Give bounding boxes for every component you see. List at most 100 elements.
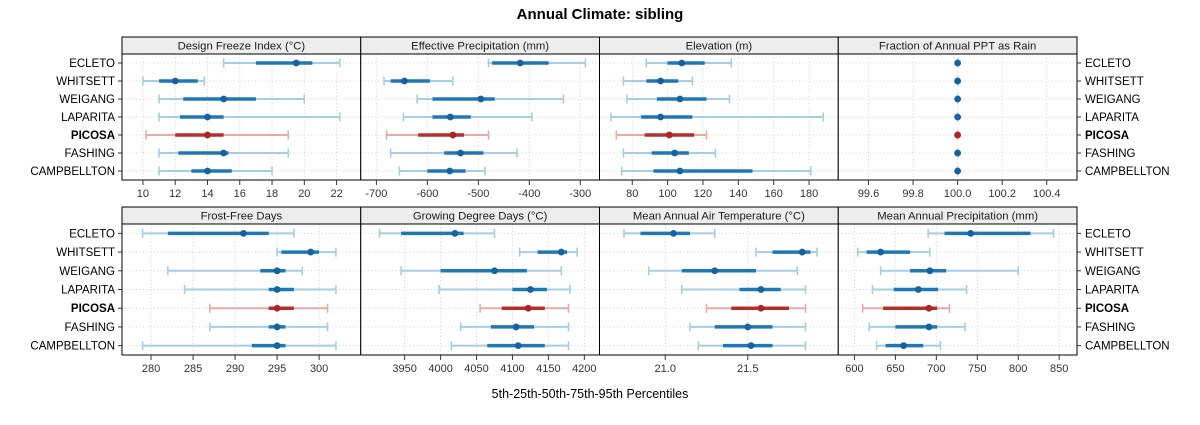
x-tick-label: -500 bbox=[467, 188, 489, 200]
median-dot-picosa bbox=[204, 131, 211, 139]
median-dot-weigang bbox=[491, 267, 498, 275]
site-label-right-ecleto: ECLETO bbox=[1085, 58, 1131, 70]
x-tick-label: 4000 bbox=[428, 363, 452, 375]
x-tick-label: 290 bbox=[226, 363, 244, 375]
median-dot-weigang bbox=[954, 95, 962, 103]
site-label-left-picosa: PICOSA bbox=[71, 130, 115, 142]
x-tick-label: 12 bbox=[169, 188, 181, 200]
median-dot-fashing bbox=[512, 323, 520, 331]
median-dot-laparita bbox=[527, 286, 534, 293]
site-label-left-ecleto: ECLETO bbox=[69, 228, 115, 240]
x-tick-label: 300 bbox=[310, 363, 328, 375]
x-tick-label: -400 bbox=[518, 188, 540, 200]
median-dot-weigang bbox=[676, 95, 684, 103]
median-dot-campbellton bbox=[446, 167, 454, 175]
x-tick-label: -600 bbox=[416, 188, 438, 200]
panel-title-mean-annual-precipitation: Mean Annual Precipitation (mm) bbox=[877, 211, 1038, 223]
median-dot-weigang bbox=[220, 95, 228, 103]
x-tick-label: 800 bbox=[1009, 363, 1027, 375]
x-tick-label: 4050 bbox=[464, 363, 488, 375]
x-tick-label: 100.4 bbox=[1033, 188, 1061, 200]
site-label-left-whitsett: WHITSETT bbox=[56, 76, 115, 88]
median-dot-whitsett bbox=[657, 77, 664, 85]
site-label-right-laparita: LAPARITA bbox=[1085, 112, 1139, 124]
median-dot-laparita bbox=[757, 286, 765, 293]
x-tick-label: 10 bbox=[137, 188, 149, 200]
x-tick-label: 160 bbox=[764, 188, 782, 200]
median-dot-ecleto bbox=[240, 229, 247, 237]
median-dot-weigang bbox=[273, 267, 281, 275]
x-tick-label: 14 bbox=[201, 188, 213, 200]
x-tick-label: 700 bbox=[927, 363, 945, 375]
x-tick-label: 99.6 bbox=[858, 188, 879, 200]
x-tick-label: 140 bbox=[729, 188, 747, 200]
site-label-left-fashing: FASHING bbox=[65, 148, 116, 160]
median-dot-laparita bbox=[914, 286, 922, 293]
median-dot-picosa bbox=[757, 304, 765, 312]
median-dot-fashing bbox=[671, 149, 679, 157]
site-label-left-campbellton: CAMPBELLTON bbox=[30, 166, 115, 178]
median-dot-picosa bbox=[665, 131, 673, 139]
site-label-right-campbellton: CAMPBELLTON bbox=[1085, 341, 1170, 353]
site-label-right-campbellton: CAMPBELLTON bbox=[1085, 166, 1170, 178]
site-label-right-whitsett: WHITSETT bbox=[1085, 247, 1144, 259]
x-tick-label: 750 bbox=[968, 363, 986, 375]
x-tick-label: 16 bbox=[234, 188, 246, 200]
site-label-left-weigang: WEIGANG bbox=[59, 266, 115, 278]
site-label-right-fashing: FASHING bbox=[1085, 322, 1136, 334]
x-tick-label: 850 bbox=[1050, 363, 1068, 375]
panel-title-effective-precipitation: Effective Precipitation (mm) bbox=[411, 41, 549, 53]
panel-title-growing-degree-days: Growing Degree Days (°C) bbox=[413, 211, 548, 223]
x-tick-label: 180 bbox=[800, 188, 818, 200]
site-label-right-weigang: WEIGANG bbox=[1085, 266, 1141, 278]
median-dot-laparita bbox=[204, 113, 211, 121]
site-label-right-picosa: PICOSA bbox=[1085, 130, 1129, 142]
x-tick-label: 100.2 bbox=[988, 188, 1016, 200]
median-dot-whitsett bbox=[954, 77, 962, 85]
median-dot-laparita bbox=[954, 113, 962, 121]
median-dot-ecleto bbox=[678, 59, 686, 67]
x-tick-label: 100 bbox=[658, 188, 676, 200]
median-dot-campbellton bbox=[273, 342, 281, 350]
x-tick-label: 18 bbox=[266, 188, 278, 200]
chart-title: Annual Climate: sibling bbox=[516, 6, 684, 23]
site-label-right-laparita: LAPARITA bbox=[1085, 285, 1139, 297]
median-dot-ecleto bbox=[954, 59, 962, 67]
median-dot-laparita bbox=[273, 286, 281, 293]
median-dot-whitsett bbox=[557, 248, 565, 256]
x-tick-label: 4100 bbox=[500, 363, 524, 375]
x-tick-label: 21.0 bbox=[655, 363, 676, 375]
site-label-left-weigang: WEIGANG bbox=[59, 94, 115, 106]
median-dot-picosa bbox=[449, 131, 457, 139]
panel-strip-fraction-annual-ppt-rain bbox=[837, 36, 1078, 55]
median-dot-weigang bbox=[926, 267, 934, 275]
median-dot-laparita bbox=[446, 113, 454, 121]
site-label-left-whitsett: WHITSETT bbox=[56, 247, 115, 259]
site-label-left-campbellton: CAMPBELLTON bbox=[30, 341, 115, 353]
median-dot-whitsett bbox=[798, 248, 806, 256]
median-dot-whitsett bbox=[171, 77, 179, 85]
median-dot-ecleto bbox=[516, 59, 524, 67]
median-dot-fashing bbox=[954, 149, 962, 157]
median-dot-picosa bbox=[925, 304, 933, 312]
median-dot-ecleto bbox=[967, 229, 975, 237]
panel-title-design-freeze-index: Design Freeze Index (°C) bbox=[178, 41, 306, 53]
x-tick-label: 4200 bbox=[572, 363, 596, 375]
median-dot-campbellton bbox=[954, 167, 962, 175]
median-dot-campbellton bbox=[204, 167, 211, 175]
x-tick-label: -300 bbox=[569, 188, 591, 200]
x-tick-label: 600 bbox=[845, 363, 863, 375]
percentiles-axis-caption: 5th-25th-50th-75th-95th Percentiles bbox=[491, 387, 689, 401]
x-tick-label: 280 bbox=[142, 363, 160, 375]
median-dot-fashing bbox=[925, 323, 933, 331]
x-tick-label: 100.0 bbox=[944, 188, 972, 200]
site-label-right-fashing: FASHING bbox=[1085, 148, 1136, 160]
x-tick-label: -700 bbox=[365, 188, 387, 200]
x-tick-label: 99.8 bbox=[902, 188, 923, 200]
median-dot-ecleto bbox=[292, 59, 300, 67]
site-label-left-picosa: PICOSA bbox=[71, 303, 115, 315]
site-label-right-picosa: PICOSA bbox=[1085, 303, 1129, 315]
median-dot-weigang bbox=[477, 95, 485, 103]
site-label-left-laparita: LAPARITA bbox=[61, 112, 115, 124]
x-tick-label: 80 bbox=[626, 188, 638, 200]
